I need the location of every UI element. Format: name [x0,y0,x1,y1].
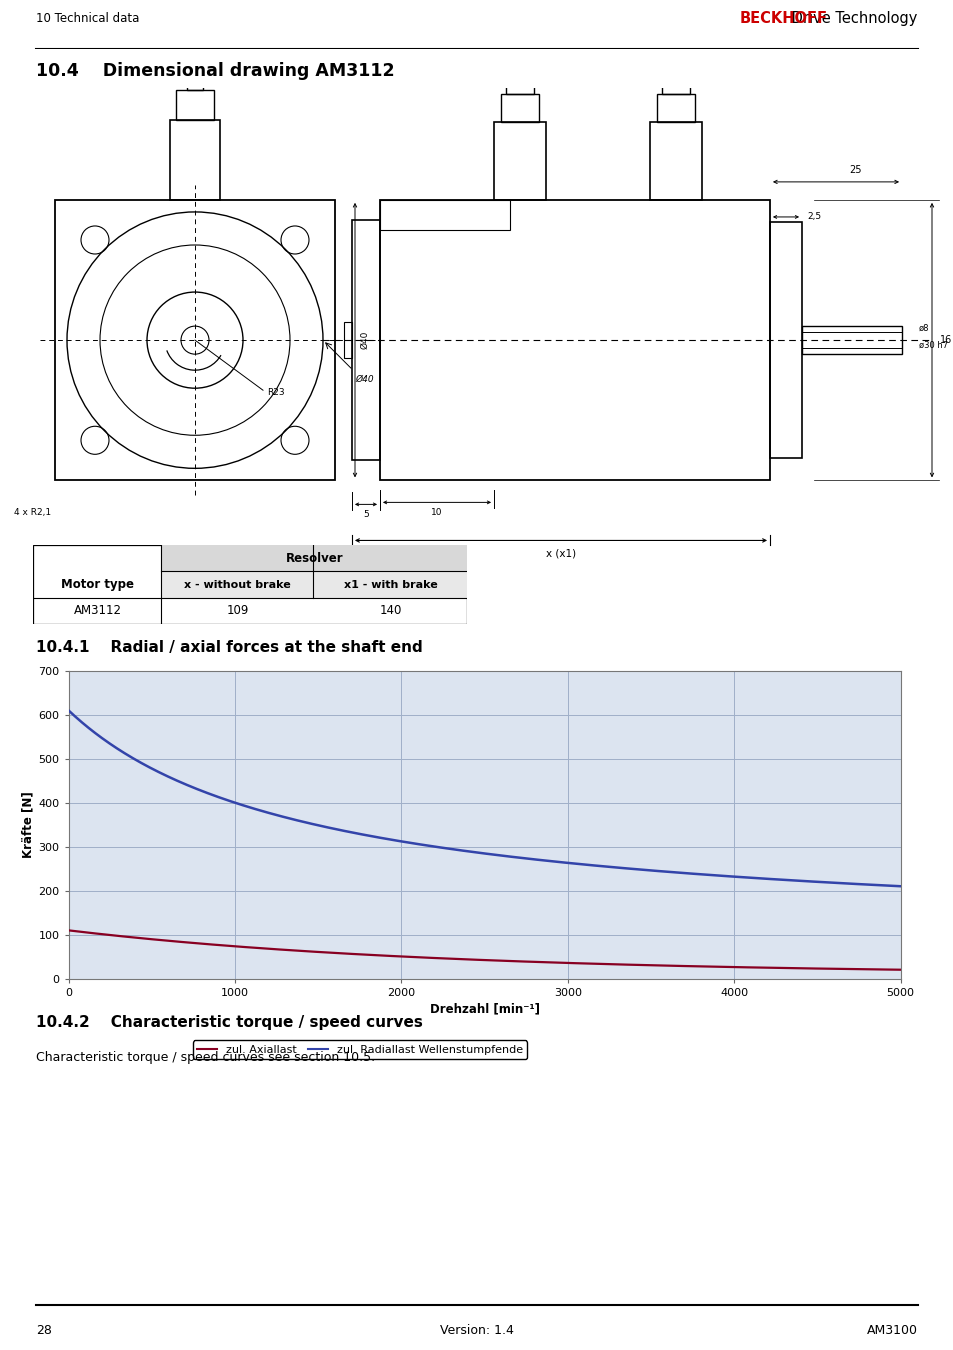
Bar [175,89,213,120]
Bar [801,327,901,354]
X-axis label: Drehzahl [min⁻¹]: Drehzahl [min⁻¹] [429,1002,539,1015]
Bar [161,571,467,598]
Text: 2,5: 2,5 [806,212,821,221]
Text: Ø40: Ø40 [359,331,369,350]
Text: 140: 140 [379,605,401,617]
Bar [379,200,769,481]
Bar [352,220,379,460]
Text: 4 x R2,1: 4 x R2,1 [14,508,51,517]
Text: 28: 28 [36,1324,52,1336]
Text: x - without brake: x - without brake [184,579,291,590]
Legend: zul. Axiallast, zul. Radiallast Wellenstumpfende: zul. Axiallast, zul. Radiallast Wellenst… [193,1041,527,1060]
Text: Version: 1.4: Version: 1.4 [439,1324,514,1336]
Bar [494,122,545,200]
Text: AM3100: AM3100 [866,1324,917,1336]
Bar [505,19,534,93]
Bar [769,221,801,458]
Bar [170,120,220,200]
Bar [661,19,689,93]
Text: Characteristic torque / speed curves see section 10.5.: Characteristic torque / speed curves see… [36,1052,375,1064]
Text: x1 - with brake: x1 - with brake [343,579,436,590]
Text: 10.4    Dimensional drawing AM3112: 10.4 Dimensional drawing AM3112 [36,62,395,80]
Bar [344,323,352,358]
Bar [649,122,701,200]
Text: ø8: ø8 [918,324,928,332]
Text: ø30 h7: ø30 h7 [918,340,947,350]
Bar [801,332,901,348]
Bar [55,200,335,481]
Text: 10 Technical data: 10 Technical data [36,12,139,24]
Text: 10: 10 [431,509,442,517]
Text: 16: 16 [939,335,951,346]
Bar [657,93,695,122]
Text: R23: R23 [267,387,284,397]
Text: Ø40: Ø40 [355,375,374,385]
Bar [500,93,538,122]
Text: 109: 109 [226,605,249,617]
Bar [379,200,510,230]
Y-axis label: Kräfte [N]: Kräfte [N] [21,791,34,859]
Text: Drive Technology: Drive Technology [786,11,917,26]
Text: 10.4.1    Radial / axial forces at the shaft end: 10.4.1 Radial / axial forces at the shaf… [36,640,422,655]
Text: BECKHOFF: BECKHOFF [739,11,826,26]
Text: 10.4.2    Characteristic torque / speed curves: 10.4.2 Characteristic torque / speed cur… [36,1015,423,1030]
Bar [187,15,203,89]
Text: 25: 25 [849,165,862,176]
Text: Resolver: Resolver [285,552,343,564]
Bar [161,545,467,571]
Text: Motor type: Motor type [61,578,133,591]
Text: AM3112: AM3112 [73,605,121,617]
Text: x (x1): x (x1) [545,548,576,559]
Text: 5: 5 [363,510,369,520]
